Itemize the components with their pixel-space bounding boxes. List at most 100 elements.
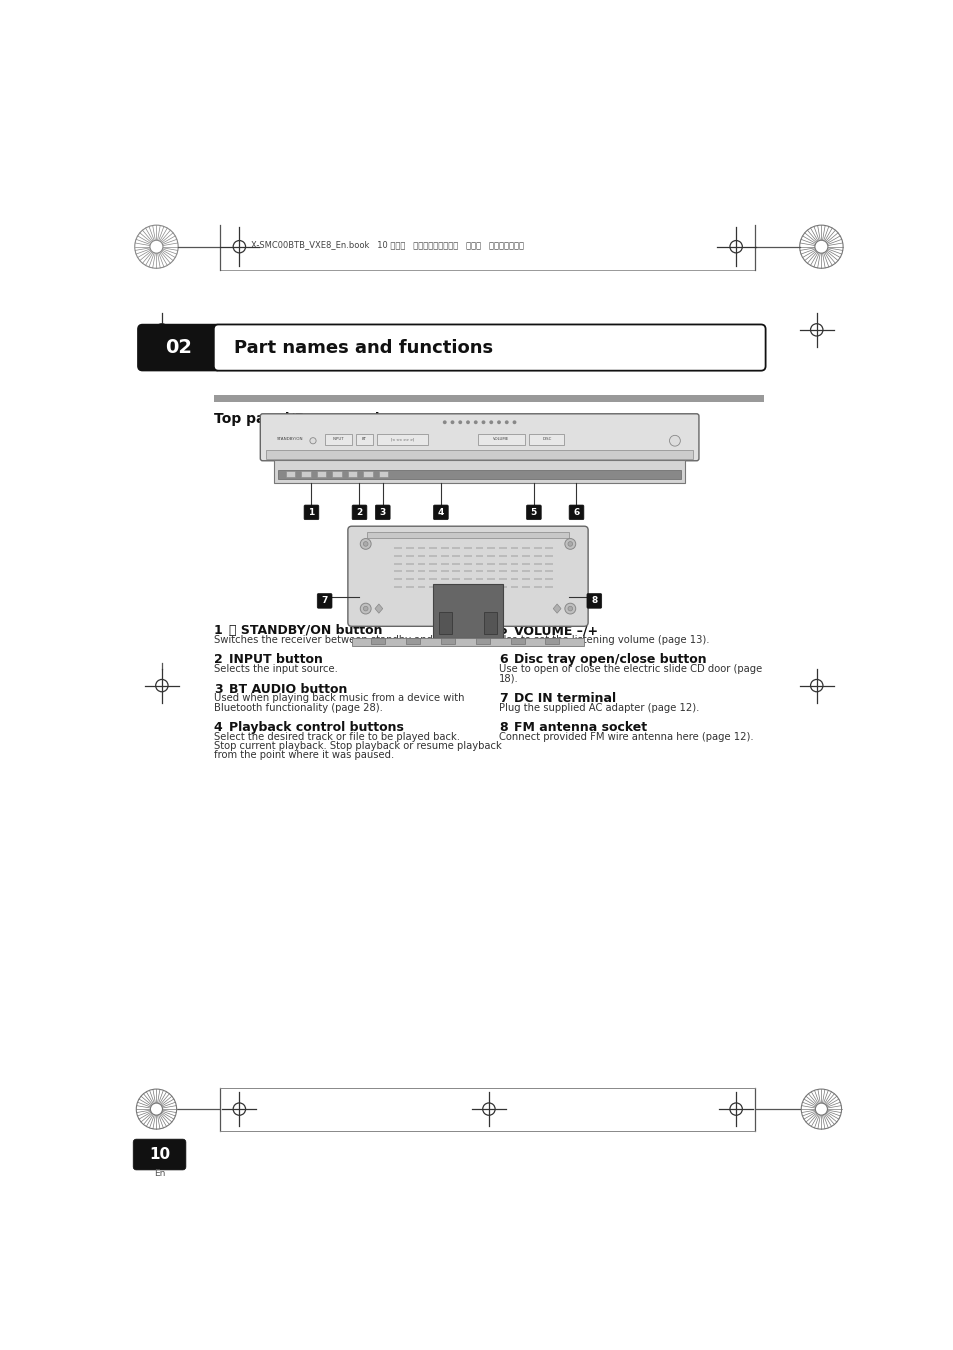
Bar (301, 471, 311, 477)
Bar (476, 547, 483, 549)
Bar (332, 471, 341, 477)
Text: BT AUDIO button: BT AUDIO button (229, 683, 347, 695)
Bar (394, 555, 402, 558)
Bar (545, 555, 553, 558)
Text: Bluetooth functionality (page 28).: Bluetooth functionality (page 28). (213, 702, 382, 713)
Text: INPUT button: INPUT button (229, 653, 323, 667)
Text: 18).: 18). (498, 674, 518, 683)
Circle shape (457, 420, 461, 424)
Bar (534, 547, 541, 549)
Text: Part names and functions: Part names and functions (233, 339, 493, 356)
Bar (510, 571, 517, 572)
Bar (510, 555, 517, 558)
Text: 3: 3 (213, 683, 222, 695)
Text: X-SMC00BTB_VXE8_En.book   10 ページ   ２０１３年４月４日   木曜日   午後２時３８分: X-SMC00BTB_VXE8_En.book 10 ページ ２０１３年４月４日… (251, 240, 523, 248)
Bar (529, 433, 563, 446)
Bar (487, 563, 495, 564)
Circle shape (363, 541, 368, 547)
Bar (394, 571, 402, 572)
Bar (498, 578, 506, 580)
Bar (429, 555, 436, 558)
Bar (406, 637, 419, 644)
Text: Select the desired track or file to be played back.: Select the desired track or file to be p… (213, 732, 459, 741)
Circle shape (450, 420, 454, 424)
Circle shape (497, 420, 500, 424)
Bar (545, 571, 553, 572)
Bar (487, 586, 495, 587)
Bar (476, 555, 483, 558)
Bar (429, 578, 436, 580)
Bar (477, 433, 524, 446)
Bar (394, 547, 402, 549)
Circle shape (151, 1103, 162, 1115)
Bar (417, 547, 425, 549)
Circle shape (466, 420, 470, 424)
Bar (406, 586, 414, 587)
Bar (274, 460, 684, 483)
Circle shape (442, 420, 446, 424)
Bar (487, 578, 495, 580)
Bar (487, 571, 495, 572)
Bar (476, 563, 483, 564)
Bar (377, 433, 427, 446)
Circle shape (815, 1103, 826, 1115)
Polygon shape (375, 603, 382, 613)
Bar (378, 471, 388, 477)
Bar (439, 613, 452, 634)
Bar (545, 563, 553, 564)
Text: ⏻ STANDBY/ON button: ⏻ STANDBY/ON button (229, 624, 382, 637)
Bar (324, 433, 352, 446)
Bar (510, 586, 517, 587)
Bar (521, 555, 530, 558)
Bar (452, 563, 459, 564)
Bar (452, 571, 459, 572)
Bar (464, 547, 472, 549)
Bar (440, 547, 448, 549)
Text: 4: 4 (437, 508, 443, 517)
FancyBboxPatch shape (352, 505, 367, 520)
Bar (452, 555, 459, 558)
Text: DISC: DISC (542, 437, 551, 441)
Text: 7: 7 (321, 597, 328, 605)
Text: INPUT: INPUT (333, 437, 344, 441)
Circle shape (363, 606, 368, 612)
Circle shape (669, 435, 679, 446)
Circle shape (360, 539, 371, 549)
Text: Connect provided FM wire antenna here (page 12).: Connect provided FM wire antenna here (p… (498, 732, 753, 741)
Bar (452, 586, 459, 587)
Bar (371, 637, 385, 644)
Bar (534, 578, 541, 580)
Text: 10: 10 (149, 1148, 170, 1162)
Bar (266, 450, 692, 459)
Circle shape (567, 606, 572, 612)
Bar (433, 585, 502, 637)
Bar (521, 586, 530, 587)
Bar (545, 578, 553, 580)
Bar (406, 571, 414, 572)
Circle shape (814, 240, 827, 254)
FancyBboxPatch shape (260, 414, 699, 460)
Bar (367, 532, 568, 537)
Bar (534, 563, 541, 564)
Bar (440, 563, 448, 564)
Text: 7: 7 (498, 691, 507, 705)
Text: 8: 8 (498, 721, 507, 734)
Text: Use to set the listening volume (page 13).: Use to set the listening volume (page 13… (498, 634, 709, 645)
Polygon shape (553, 603, 560, 613)
Text: BT: BT (361, 437, 366, 441)
Text: |< << >> >|: |< << >> >| (390, 437, 414, 441)
Bar (429, 571, 436, 572)
Bar (534, 586, 541, 587)
FancyBboxPatch shape (213, 324, 765, 371)
Bar (429, 563, 436, 564)
Bar (521, 578, 530, 580)
Bar (452, 578, 459, 580)
Text: VOLUME: VOLUME (493, 437, 509, 441)
Bar (534, 571, 541, 572)
Circle shape (512, 420, 516, 424)
Text: Top panel/Rear panel: Top panel/Rear panel (213, 412, 379, 427)
Text: Plug the supplied AC adapter (page 12).: Plug the supplied AC adapter (page 12). (498, 702, 699, 713)
FancyBboxPatch shape (137, 324, 220, 371)
Text: FM antenna socket: FM antenna socket (514, 721, 647, 734)
Circle shape (150, 240, 163, 254)
